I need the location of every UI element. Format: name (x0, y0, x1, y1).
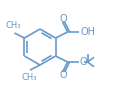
Text: CH₃: CH₃ (21, 73, 37, 82)
Text: O: O (80, 57, 87, 67)
Text: CH₃: CH₃ (6, 21, 21, 30)
Text: OH: OH (81, 27, 96, 37)
Text: O: O (60, 70, 67, 81)
Text: O: O (60, 14, 67, 24)
